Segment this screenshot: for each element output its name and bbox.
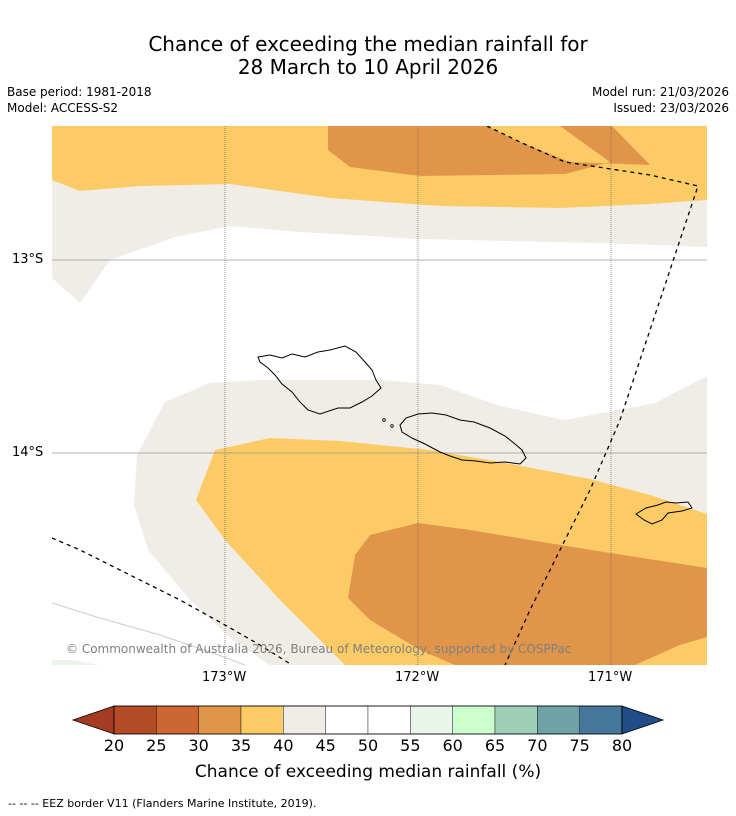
- eez-legend: -- -- -- EEZ border V11 (Flanders Marine…: [8, 797, 317, 810]
- graticule: [52, 126, 707, 665]
- copyright-notice: © Commonwealth of Australia 2026, Bureau…: [66, 642, 572, 656]
- colorbar-tick-label: 60: [442, 736, 463, 755]
- colorbar-tick-label: 45: [315, 736, 336, 755]
- colorbar-tick-label: 25: [146, 736, 167, 755]
- southwest-corner-60-65: [52, 660, 100, 665]
- colorbar-bin-65-70: [494, 705, 538, 735]
- colorbar-tick-label: 50: [357, 736, 379, 755]
- upolu-island-coastline: [399, 412, 527, 465]
- colorbar-tick-label: 70: [527, 736, 548, 755]
- eez-border-south: [52, 537, 293, 665]
- lat-label-13s: 13°S: [12, 252, 44, 267]
- colorbar-tick-label: 20: [103, 736, 125, 755]
- eez-border-north: [486, 126, 699, 665]
- base-period: Base period: 1981-2018: [7, 85, 152, 99]
- islet: [390, 424, 394, 428]
- colorbar-bin-75-80: [579, 705, 623, 735]
- colorbar-bin-25-30: [156, 705, 199, 735]
- colorbar-bin-35-40: [240, 705, 284, 735]
- colorbar-tick-label: 35: [230, 736, 252, 755]
- colorbar-bin-40-45: [283, 705, 326, 735]
- map-plot-area: [52, 126, 707, 665]
- chart-title-line1: Chance of exceeding the median rainfall …: [148, 32, 588, 56]
- colorbar-tick-label: 40: [273, 736, 294, 755]
- colorbar-bin-30-35: [198, 705, 242, 735]
- islet: [382, 418, 386, 422]
- north-band-25-30: [328, 126, 650, 176]
- colorbar-bin-60-65: [452, 705, 496, 735]
- colorbar-extend-high: [621, 705, 665, 735]
- colorbar-tick-label: 65: [484, 736, 506, 755]
- chart-title-line2: 28 March to 10 April 2026: [237, 55, 499, 79]
- model-run: Model run: 21/03/2026: [591, 85, 729, 99]
- colorbar-bin-70-75: [537, 705, 580, 735]
- colorbar-tick-label: 55: [400, 736, 421, 755]
- lon-label-173w: 173°W: [202, 670, 247, 685]
- contour-line-sw: [52, 602, 246, 665]
- savaii-island-coastline: [257, 345, 382, 415]
- colorbar-label: Chance of exceeding median rainfall (%): [194, 762, 542, 782]
- colorbar-bin-50-55: [367, 705, 411, 735]
- colorbar: [71, 705, 665, 735]
- colorbar-bin-20-25: [113, 705, 157, 735]
- colorbar-frame: [113, 705, 623, 735]
- issued-date: Issued: 23/03/2026: [613, 101, 729, 115]
- south-band-25-30: [348, 523, 707, 665]
- lat-label-14s: 14°S: [12, 445, 44, 460]
- colorbar-bin-55-60: [410, 705, 453, 735]
- colorbar-tick-label: 30: [188, 736, 209, 755]
- tutuila-island-coastline: [635, 501, 693, 525]
- lon-label-171w: 171°W: [588, 670, 633, 685]
- colorbar-tick-label: 80: [611, 736, 633, 755]
- colorbar-extend-low: [71, 705, 115, 735]
- lon-label-172w: 172°W: [395, 670, 440, 685]
- colorbar-tick-label: 75: [569, 736, 590, 755]
- colorbar-bin-45-50: [325, 705, 369, 735]
- model-name: Model: ACCESS-S2: [7, 101, 119, 115]
